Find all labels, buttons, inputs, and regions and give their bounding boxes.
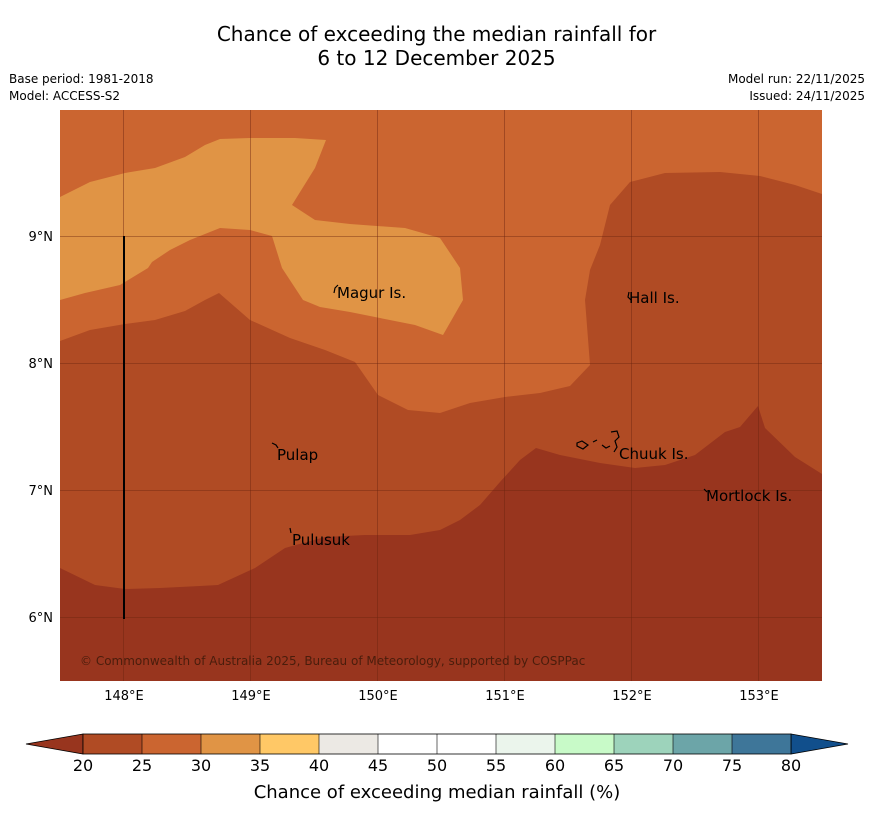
colorbar-tick-55: 55: [486, 756, 506, 775]
colorbar-frame: [82, 733, 792, 755]
lon-label-151: 151°E: [485, 689, 525, 704]
colorbar-tick-75: 75: [722, 756, 742, 775]
island-pulusuk: [289, 527, 292, 534]
colorbar-segment-75: [732, 734, 791, 754]
island-mortlock: [703, 488, 708, 493]
colorbar-tick-40: 40: [309, 756, 329, 775]
colorbar-tick-50: 50: [427, 756, 447, 775]
island-chuuk: [576, 430, 620, 453]
colorbar-segment-25: [142, 734, 201, 754]
place-hall: Hall Is.: [629, 289, 680, 307]
colorbar-segment-50: [437, 734, 496, 754]
lat-label-8: 8°N: [29, 357, 54, 372]
colorbar-segment-65: [614, 734, 673, 754]
colorbar-tick-35: 35: [250, 756, 270, 775]
colorbar-segment-35: [260, 734, 319, 754]
colorbar-tick-80: 80: [781, 756, 801, 775]
lon-label-150: 150°E: [358, 689, 398, 704]
island-outlines: [271, 284, 708, 534]
copyright-text: © Commonwealth of Australia 2025, Bureau…: [80, 654, 585, 668]
colorbar-over-arrow: [790, 733, 849, 755]
colorbar-tick-45: 45: [368, 756, 388, 775]
map-area: Magur Is. Hall Is. Pulap Chuuk Is. Mortl…: [60, 110, 822, 681]
colorbar-segment-70: [673, 734, 732, 754]
colorbar-tick-70: 70: [663, 756, 683, 775]
base-period: Base period: 1981-2018: [9, 72, 154, 86]
colorbar-segment-45: [378, 734, 437, 754]
place-magur: Magur Is.: [337, 284, 406, 302]
place-mortlock: Mortlock Is.: [706, 487, 792, 505]
place-pulusuk: Pulusuk: [292, 531, 350, 549]
issued-date: Issued: 24/11/2025: [749, 89, 865, 103]
lon-label-148: 148°E: [104, 689, 144, 704]
island-magur: [333, 284, 339, 294]
colorbar-segment-55: [496, 734, 555, 754]
lon-label-149: 149°E: [231, 689, 271, 704]
meta-left: Base period: 1981-2018 Model: ACCESS-S2: [9, 71, 154, 105]
colorbar-dividers: [141, 734, 733, 754]
model-run: Model run: 22/11/2025: [727, 72, 865, 86]
colorbar-segment-20: [83, 734, 142, 754]
lon-label-152: 152°E: [612, 689, 652, 704]
colorbar: 20 25 30 35 40 45 50 55 60 65 70 75 80 C…: [25, 733, 849, 803]
meta-right: Model run: 22/11/2025 Issued: 24/11/2025: [728, 71, 865, 105]
place-chuuk: Chuuk Is.: [619, 445, 688, 463]
colorbar-tick-60: 60: [545, 756, 565, 775]
lon-label-153: 153°E: [739, 689, 779, 704]
chart-title-line1: Chance of exceeding the median rainfall …: [216, 22, 657, 46]
colorbar-tick-25: 25: [132, 756, 152, 775]
region-30-35: [60, 138, 463, 335]
colorbar-under-arrow: [25, 733, 84, 755]
grid-lines: [60, 110, 822, 681]
colorbar-segment-40: [319, 734, 378, 754]
lat-label-6: 6°N: [29, 611, 54, 626]
chart-title: Chance of exceeding the median rainfall …: [0, 22, 873, 70]
island-hall: [627, 291, 632, 301]
island-pulap: [271, 442, 279, 449]
colorbar-tick-65: 65: [604, 756, 624, 775]
place-pulap: Pulap: [277, 446, 318, 464]
colorbar-tick-20: 20: [73, 756, 93, 775]
colorbar-segment-60: [555, 734, 614, 754]
model-name: Model: ACCESS-S2: [9, 89, 121, 103]
colorbar-segment-30: [201, 734, 260, 754]
colorbar-title: Chance of exceeding median rainfall (%): [254, 782, 621, 803]
chart-title-line2: 6 to 12 December 2025: [317, 46, 556, 70]
lat-label-9: 9°N: [29, 230, 54, 245]
lat-label-7: 7°N: [29, 484, 54, 499]
colorbar-tick-30: 30: [191, 756, 211, 775]
